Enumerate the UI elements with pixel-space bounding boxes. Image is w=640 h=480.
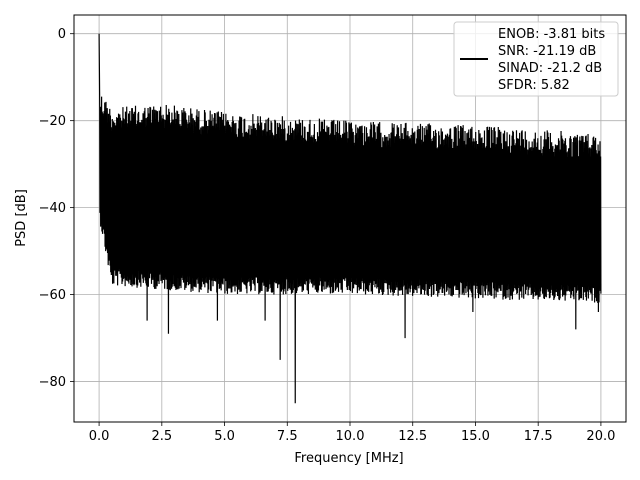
x-tick-label: 5.0	[214, 429, 235, 444]
legend-entry-sfdr: SFDR: 5.82	[498, 78, 570, 93]
legend-box	[453, 21, 619, 97]
x-tick-label: 7.5	[277, 429, 298, 444]
x-tick-label: 12.5	[398, 429, 427, 444]
legend-entry-enob: ENOB: -3.81 bits	[498, 27, 605, 42]
y-tick-label: −60	[39, 288, 66, 303]
x-tick-label: 0.0	[89, 429, 110, 444]
x-tick-label: 15.0	[461, 429, 490, 444]
y-tick-label: −40	[39, 201, 66, 216]
y-tick-label: 0	[58, 27, 66, 42]
x-axis-ticks: 0.0 2.5 5.0 7.5 10.0 12.5 15.0 17.5 20.0	[89, 422, 615, 444]
legend-entry-sinad: SINAD: -21.2 dB	[498, 61, 602, 76]
y-axis-ticks: 0 −20 −40 −60 −80	[39, 27, 74, 390]
psd-trace	[98, 33, 602, 404]
legend: ENOB: -3.81 bits SNR: -21.19 dB SINAD: -…	[453, 21, 619, 97]
x-tick-label: 17.5	[524, 429, 553, 444]
psd-series-line	[98, 33, 602, 404]
y-tick-label: −80	[39, 375, 66, 390]
y-tick-label: −20	[39, 114, 66, 129]
x-tick-label: 2.5	[151, 429, 172, 444]
y-axis-label: PSD [dB]	[14, 189, 29, 247]
x-tick-label: 20.0	[586, 429, 615, 444]
x-axis-label: Frequency [MHz]	[294, 451, 403, 466]
x-tick-label: 10.0	[336, 429, 365, 444]
legend-entry-snr: SNR: -21.19 dB	[498, 44, 596, 59]
